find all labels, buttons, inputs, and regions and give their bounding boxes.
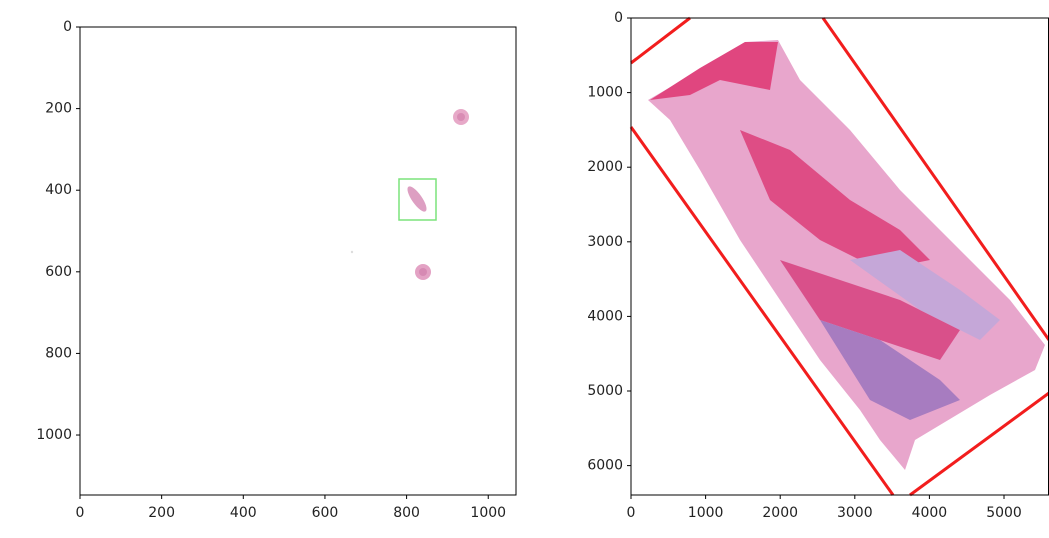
x-tick-label: 400 — [230, 505, 257, 521]
x-tick-label: 200 — [148, 505, 175, 521]
selection-box — [398, 178, 437, 221]
x-tick-label: 600 — [312, 505, 339, 521]
stroma — [820, 320, 960, 420]
bounding-edge — [629, 126, 895, 496]
y-tick-label: 800 — [45, 345, 72, 361]
tissue-spot — [419, 268, 427, 276]
y-tick-label: 4000 — [587, 308, 623, 324]
y-tick-label: 3000 — [587, 234, 623, 250]
bone — [780, 260, 960, 360]
x-tick-label: 3000 — [837, 505, 873, 521]
bone — [650, 42, 778, 100]
speck — [350, 250, 354, 254]
x-tick-label: 1000 — [470, 505, 506, 521]
x-tick-label: 0 — [76, 505, 85, 521]
tissue-sample — [407, 186, 427, 212]
axes-frame — [79, 26, 517, 496]
y-tick-label: 5000 — [587, 383, 623, 399]
y-tick-label: 0 — [614, 10, 623, 26]
bone — [740, 130, 930, 270]
y-tick-label: 2000 — [587, 159, 623, 175]
bounding-edge — [630, 16, 691, 65]
x-tick-label: 800 — [393, 505, 420, 521]
y-tick-label: 1000 — [36, 427, 72, 443]
x-tick-label: 1000 — [688, 505, 724, 521]
bounding-edge — [909, 391, 1049, 497]
y-tick-label: 600 — [45, 264, 72, 280]
y-tick-label: 1000 — [587, 85, 623, 101]
y-tick-label: 400 — [45, 182, 72, 198]
tissue-spot — [457, 113, 465, 121]
y-tick-label: 0 — [63, 19, 72, 35]
x-tick-label: 4000 — [912, 505, 948, 521]
stroma — [850, 250, 1000, 340]
x-tick-label: 2000 — [762, 505, 798, 521]
x-tick-label: 5000 — [986, 505, 1022, 521]
x-tick-label: 0 — [627, 505, 636, 521]
tissue — [648, 40, 1045, 470]
right-image — [629, 16, 1049, 497]
left-image — [350, 109, 469, 280]
y-tick-label: 200 — [45, 101, 72, 117]
bounding-edge — [821, 17, 1049, 341]
y-tick-label: 6000 — [587, 458, 623, 474]
